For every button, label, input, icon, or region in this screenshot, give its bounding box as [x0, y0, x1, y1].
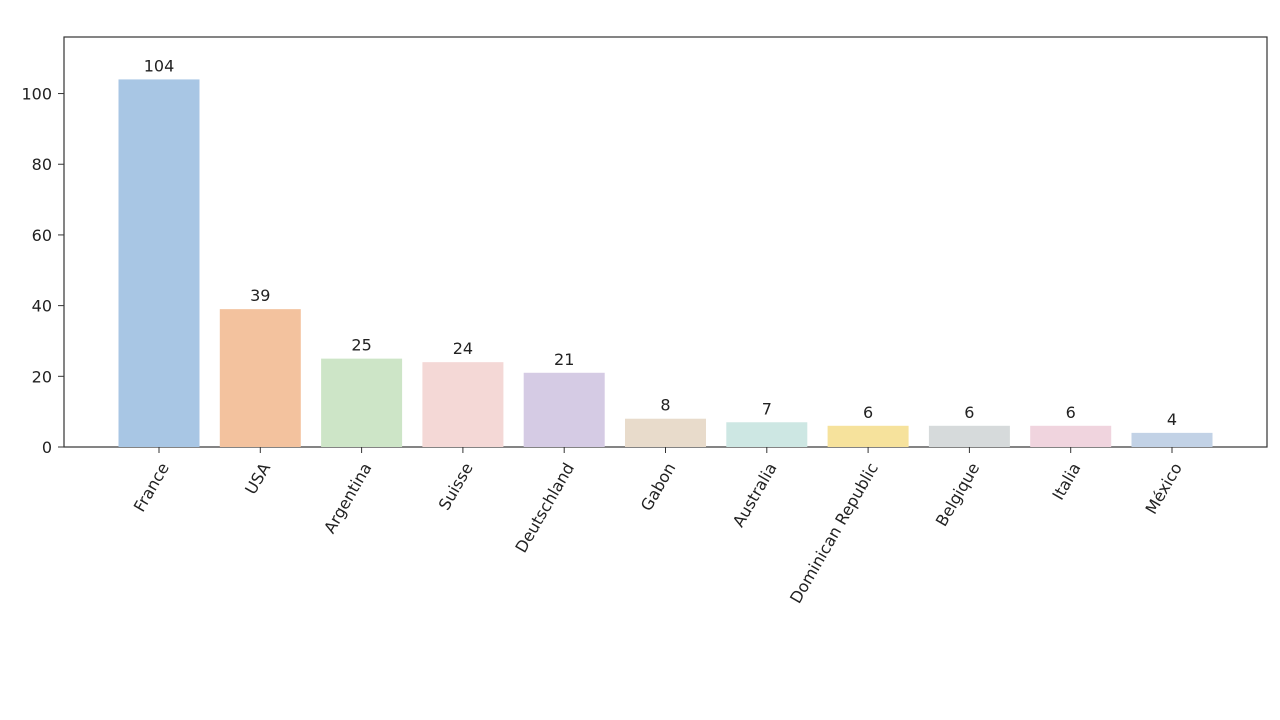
- bar-value-label: 7: [762, 399, 772, 418]
- x-tick-label: France: [130, 460, 173, 516]
- bar-value-label: 6: [964, 403, 974, 422]
- bar-value-label: 6: [863, 403, 873, 422]
- bar-deutschland: [523, 372, 605, 447]
- x-tick-label: Belgique: [932, 460, 983, 530]
- bar-dominican-republic: [827, 425, 909, 447]
- bar-value-label: 25: [351, 336, 371, 355]
- y-axis: 0 20 40 60 80 100: [21, 85, 64, 457]
- x-tick-label: Deutschland: [511, 460, 578, 556]
- x-tick-label: Dominican Republic: [786, 460, 882, 607]
- bar-value-label: 104: [144, 56, 175, 75]
- bar-value-label: 21: [554, 350, 574, 369]
- bars-group: [118, 79, 1213, 448]
- y-tick-label: 100: [21, 85, 52, 104]
- bar-usa: [219, 309, 301, 447]
- x-tick-label: México: [1141, 460, 1185, 518]
- bar-argentina: [321, 358, 403, 447]
- y-tick-label: 20: [32, 367, 52, 386]
- bar-value-labels: 104 39 25 24 21 8 7 6 6 6 4: [144, 56, 1177, 428]
- bar-france: [118, 79, 200, 448]
- bar-suisse: [422, 362, 504, 447]
- bar-value-label: 6: [1066, 403, 1076, 422]
- bar-value-label: 24: [453, 339, 473, 358]
- bar-belgique: [928, 425, 1010, 447]
- y-tick-label: 80: [32, 155, 52, 174]
- bar-australia: [726, 422, 808, 447]
- bar-value-label: 8: [660, 396, 670, 415]
- bar-value-label: 4: [1167, 410, 1177, 429]
- y-tick-label: 40: [32, 297, 52, 316]
- bar-italia: [1030, 425, 1112, 447]
- x-tick-label: Argentina: [320, 460, 375, 537]
- x-tick-label: Gabon: [637, 460, 680, 515]
- x-tick-label: Australia: [729, 460, 781, 531]
- x-axis: France USA Argentina Suisse Deutschland Gabon…: [130, 447, 1186, 607]
- bar-gabon: [625, 418, 706, 447]
- bar-value-label: 39: [250, 286, 270, 305]
- bar-m-xico: [1131, 432, 1213, 447]
- x-tick-label: Italia: [1048, 460, 1084, 504]
- x-tick-label: USA: [241, 459, 274, 497]
- y-tick-label: 0: [42, 438, 52, 457]
- y-tick-label: 60: [32, 226, 52, 245]
- x-tick-label: Suisse: [435, 460, 477, 514]
